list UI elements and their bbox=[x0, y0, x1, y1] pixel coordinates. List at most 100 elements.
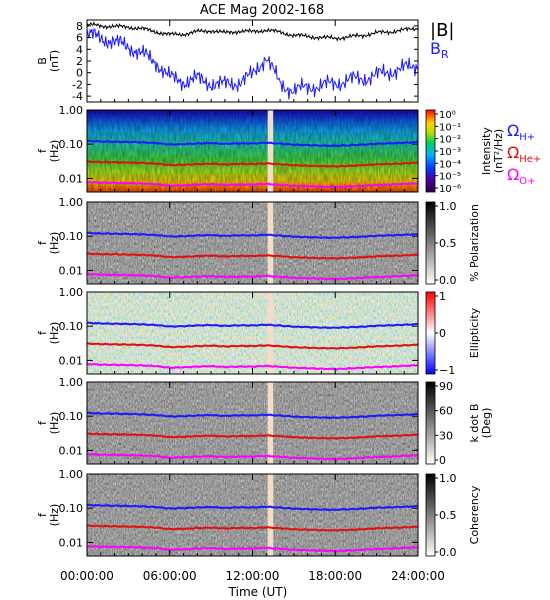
colorbar-tick-label: 0.5 bbox=[439, 509, 457, 522]
x-axis-label: Time (UT) bbox=[228, 585, 288, 599]
gyro-legend-h-plus: ΩH+ bbox=[507, 121, 535, 143]
spectrogram-texture bbox=[87, 474, 418, 556]
x-tick-label: 12:00:00 bbox=[226, 569, 280, 583]
gyro-line-he-plus bbox=[87, 524, 418, 532]
y-tick-label: 0.10 bbox=[59, 410, 84, 423]
y-axis-label-line: f bbox=[36, 420, 49, 425]
y-tick-label: 0 bbox=[76, 67, 83, 80]
colorbar bbox=[425, 473, 436, 557]
gyro-line-h-plus bbox=[87, 231, 418, 240]
kdotb-panel: 1.00 0.10 0.01 f(Hz) 90 60 30 0 k dot B(Deg) bbox=[36, 376, 493, 467]
colorbar-label-line: (nT²/Hz) bbox=[492, 129, 505, 173]
colorbar-tick-label: 30 bbox=[439, 429, 453, 442]
y-tick-label: 1.00 bbox=[59, 286, 84, 299]
legend-b-r: BR bbox=[430, 39, 449, 61]
y-tick-label: 0.01 bbox=[59, 536, 84, 549]
colorbar-tick-label: 10⁻⁵ bbox=[439, 172, 461, 183]
y-axis-label-line: (Hz) bbox=[48, 322, 61, 345]
gyro-line-he-plus bbox=[87, 160, 418, 168]
y-axis-label-line: f bbox=[36, 512, 49, 517]
y-axis-label-line: f bbox=[36, 240, 49, 245]
series-line-b-r bbox=[86, 28, 419, 100]
y-tick-label: 1.00 bbox=[59, 376, 84, 389]
colorbar-label: % Polarization bbox=[468, 204, 481, 282]
x-tick-label: 24:00:00 bbox=[391, 569, 445, 583]
y-tick-label: 1.00 bbox=[59, 468, 84, 481]
y-tick-label: 0.10 bbox=[59, 230, 84, 243]
coherency-panel: 1.00 0.10 0.01 f(Hz) 1.0 0.5 0.0 Coherency bbox=[36, 468, 481, 559]
colorbar-tick-label: 60 bbox=[439, 405, 453, 418]
gyro-legend-symbol: Ω bbox=[507, 165, 519, 184]
y-axis-label: f(Hz) bbox=[36, 412, 61, 435]
gyro-line-o-plus bbox=[87, 544, 418, 553]
colorbar-label: Ellipticity bbox=[468, 307, 481, 358]
kdotb-spectrogram bbox=[87, 382, 418, 464]
y-tick-label: 6 bbox=[76, 32, 83, 45]
x-tick-label: 18:00:00 bbox=[308, 569, 362, 583]
gyro-legend-o-plus: ΩO+ bbox=[507, 165, 535, 187]
y-tick-label: 8 bbox=[76, 20, 83, 33]
y-tick-label: 0.01 bbox=[59, 264, 84, 277]
colorbar-label: Coherency bbox=[468, 485, 481, 544]
intensity-spectrogram bbox=[87, 110, 418, 192]
colorbar-label-line: Intensity bbox=[480, 127, 493, 175]
y-axis-label: f(Hz) bbox=[36, 140, 61, 163]
spectrogram-texture bbox=[87, 202, 418, 284]
colorbar-label: k dot B(Deg) bbox=[468, 404, 493, 443]
y-tick-label: 0.01 bbox=[59, 172, 84, 185]
colorbar-tick-label: 0 bbox=[439, 327, 446, 340]
data-gap bbox=[267, 382, 274, 464]
y-tick-label: 0.10 bbox=[59, 320, 84, 333]
gyro-line-h-plus bbox=[87, 321, 418, 330]
y-tick-label: 0.01 bbox=[59, 354, 84, 367]
spectrogram-texture bbox=[87, 382, 418, 464]
x-tick-label: 00:00:00 bbox=[60, 569, 114, 583]
colorbar-tick-label: −1 bbox=[439, 364, 455, 377]
gyro-legend-he-plus: ΩHe+ bbox=[507, 143, 541, 165]
y-axis-label: f(Hz) bbox=[36, 504, 61, 527]
colorbar-tick-label: 10⁻¹ bbox=[439, 122, 461, 133]
y-tick-label: 1.00 bbox=[59, 196, 84, 209]
gyro-line-o-plus bbox=[87, 362, 418, 371]
polarization-panel: 1.00 0.10 0.01 f(Hz) 1.0 0.5 0.0 % Polarization bbox=[36, 196, 481, 287]
gyro-line-he-plus bbox=[87, 252, 418, 260]
gyro-legend-symbol: Ω bbox=[507, 121, 519, 140]
legend-b-total: |B| bbox=[430, 20, 454, 41]
chart-title: ACE Mag 2002-168 bbox=[200, 3, 324, 18]
data-gap bbox=[267, 202, 274, 284]
colorbar-tick-label: 10⁻³ bbox=[439, 147, 461, 158]
colorbar-tick-label: 1 bbox=[439, 290, 446, 303]
colorbar bbox=[425, 381, 436, 465]
colorbar-tick-label: 1.0 bbox=[439, 472, 457, 485]
colorbar-tick-label: 0.5 bbox=[439, 237, 457, 250]
colorbar-tick-label: 1.0 bbox=[439, 200, 457, 213]
ellipticity-spectrogram bbox=[87, 292, 418, 374]
data-gap bbox=[267, 292, 274, 374]
data-gap bbox=[267, 474, 274, 556]
polarization-spectrogram bbox=[87, 202, 418, 284]
gyro-line-o-plus bbox=[87, 272, 418, 281]
gyro-line-h-plus bbox=[87, 503, 418, 512]
y-axis-label-line: f bbox=[36, 148, 49, 153]
y-axis-label-line: (Hz) bbox=[48, 504, 61, 527]
gyro-line-o-plus bbox=[87, 180, 418, 189]
y-tick-label: 2 bbox=[76, 55, 83, 68]
ellipticity-panel: 1.00 0.10 0.01 f(Hz) 1 0 −1 Ellipticity bbox=[36, 286, 481, 377]
panels: -4-202468B(nT)|B|BR1.000.100.01f(Hz)10⁰1… bbox=[36, 19, 541, 559]
y-tick-label: 0.01 bbox=[59, 444, 84, 457]
gyro-line-o-plus bbox=[87, 452, 418, 461]
y-tick-label: 0.10 bbox=[59, 138, 84, 151]
colorbar-tick-label: 0.0 bbox=[439, 274, 457, 287]
x-tick-label: 06:00:00 bbox=[143, 569, 197, 583]
y-tick-label: 1.00 bbox=[59, 104, 84, 117]
spectrogram-texture bbox=[87, 292, 418, 374]
colorbar-label: Intensity(nT²/Hz) bbox=[480, 127, 505, 175]
gyro-line-he-plus bbox=[87, 342, 418, 350]
gyro-legend-sub: H+ bbox=[519, 132, 535, 143]
gyro-legend-sub: O+ bbox=[519, 176, 535, 187]
gyro-legend-sub: He+ bbox=[519, 154, 541, 165]
legend-b-r-main: B bbox=[430, 39, 441, 58]
spectrogram-texture bbox=[87, 110, 418, 192]
